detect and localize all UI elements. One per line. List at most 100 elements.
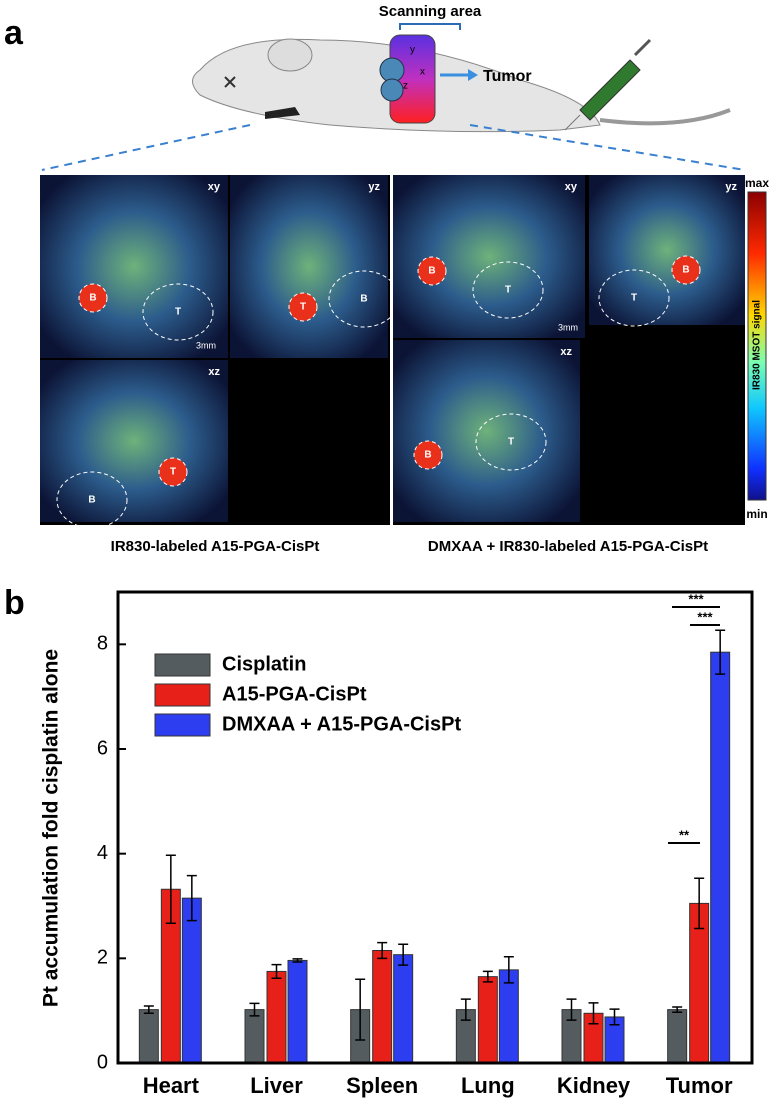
error-bar (271, 963, 282, 979)
x-tick-label: Kidney (557, 1073, 631, 1098)
y-tick-label: 8 (97, 633, 108, 655)
y-tick-label: 0 (97, 1051, 108, 1073)
view-label: xz (560, 346, 572, 358)
bar (477, 976, 498, 1064)
bar (393, 954, 414, 1064)
error-bar (715, 629, 726, 675)
view-label: xy (565, 181, 578, 193)
mri-image (40, 175, 228, 358)
bar (498, 969, 519, 1064)
bar (667, 1009, 688, 1064)
error-bar (186, 874, 197, 922)
bar (181, 897, 202, 1064)
scale-label: 3mm (196, 340, 216, 350)
legend-swatch (154, 713, 211, 737)
significance-label: *** (688, 591, 704, 606)
error-bar (292, 958, 303, 963)
region-label: T (175, 307, 181, 318)
region-outline (472, 261, 544, 319)
view-label: yz (725, 181, 737, 193)
x-tick-label: Tumor (666, 1073, 733, 1098)
mri-image (393, 175, 585, 338)
legend-swatch (154, 683, 211, 707)
region-outline (56, 471, 128, 529)
caption: DMXAA + IR830-labeled A15-PGA-CisPt (428, 538, 708, 555)
error-bar (398, 943, 409, 966)
region-label: T (505, 285, 511, 296)
error-bar (355, 978, 366, 1041)
scanning-area-label: Scanning area (379, 3, 482, 20)
error-bar (377, 941, 388, 960)
error-bar (503, 956, 514, 984)
region-outline (413, 440, 443, 470)
y-tick-label: 2 (97, 947, 108, 969)
bar (710, 651, 731, 1064)
region-label: B (88, 495, 95, 506)
region-outline (598, 269, 670, 327)
bar (138, 1009, 159, 1064)
tumor-label: Tumor (483, 68, 532, 85)
mouse-illustration (41, 23, 746, 171)
region-label: T (300, 302, 306, 313)
panel-label: b (4, 584, 25, 622)
scale-label: 3mm (558, 322, 578, 332)
significance-label: *** (697, 609, 713, 624)
error-bar (672, 1006, 683, 1013)
axis-letter: x (420, 67, 425, 78)
plot-frame (116, 590, 754, 1065)
error-bar (143, 1005, 154, 1015)
axis-letter: z (403, 81, 408, 92)
region-label: B (428, 266, 435, 277)
region-outline (417, 256, 447, 286)
region-label: B (89, 293, 96, 304)
colorbar-title: IR830 MSOT signal (752, 300, 763, 390)
y-axis-label: Pt accumulation fold cisplatin alone (40, 649, 63, 1007)
region-label: T (508, 437, 514, 448)
bar (244, 1009, 265, 1064)
significance-label: ** (679, 827, 690, 842)
legend-label: A15-PGA-CisPt (222, 683, 367, 705)
region-label: T (170, 467, 176, 478)
mri-image (40, 360, 228, 522)
error-bar (165, 854, 176, 925)
axis-letter: y (410, 45, 415, 56)
error-bar (460, 998, 471, 1021)
bar (266, 970, 287, 1064)
region-label: B (682, 265, 689, 276)
error-bar (566, 998, 577, 1021)
panel-label: a (4, 14, 24, 52)
colorbar (747, 191, 767, 501)
legend-label: DMXAA + A15-PGA-CisPt (222, 713, 461, 735)
view-label: xz (208, 366, 220, 378)
region-label: B (360, 294, 367, 305)
legend-label: Cisplatin (222, 653, 306, 675)
mri-image (393, 340, 580, 522)
bar (287, 959, 308, 1064)
legend-swatch (154, 653, 211, 677)
colorbar-max: max (745, 176, 769, 190)
error-bar (249, 1002, 260, 1017)
region-outline (475, 413, 547, 471)
view-label: xy (208, 181, 221, 193)
bar (372, 949, 393, 1064)
error-bar (694, 877, 705, 930)
error-bar (609, 1008, 620, 1026)
view-label: yz (368, 181, 380, 193)
region-outline (288, 292, 318, 322)
region-label: B (424, 450, 431, 461)
x-tick-label: Lung (461, 1073, 515, 1098)
mri-image (230, 175, 388, 358)
region-outline (142, 283, 214, 341)
x-tick-label: Spleen (346, 1073, 418, 1098)
mri-image (589, 175, 745, 325)
region-outline (671, 255, 701, 285)
y-tick-label: 6 (97, 737, 108, 759)
colorbar-min: min (746, 507, 767, 521)
region-outline (158, 457, 188, 487)
x-tick-label: Liver (250, 1073, 303, 1098)
error-bar (588, 1002, 599, 1025)
y-tick-label: 4 (97, 842, 108, 864)
region-outline (78, 283, 108, 313)
